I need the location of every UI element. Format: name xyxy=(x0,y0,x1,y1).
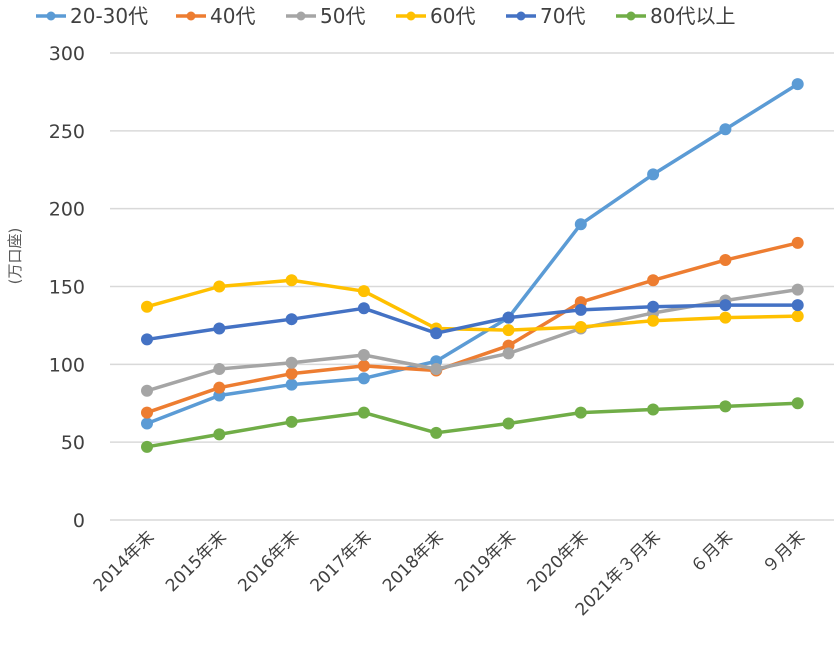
data-point xyxy=(502,324,515,337)
data-point xyxy=(791,283,804,296)
legend-label: 60代 xyxy=(430,4,475,28)
legend-label: 40代 xyxy=(210,4,255,28)
y-axis-label: (万口座) xyxy=(6,228,24,285)
series-1 xyxy=(141,236,804,419)
data-point xyxy=(574,303,587,316)
data-point xyxy=(502,417,515,430)
data-point xyxy=(647,300,660,313)
data-point xyxy=(213,280,226,293)
data-point xyxy=(357,359,370,372)
data-point xyxy=(647,403,660,416)
x-tick-label: 2020年末 xyxy=(524,527,593,596)
x-axis-ticks: 2014年末 2015年末 2016年末 2017年末 2018年末 2019年末 2020… xyxy=(90,527,809,620)
data-point xyxy=(213,381,226,394)
legend-item: 60代 xyxy=(396,4,475,28)
data-point xyxy=(574,218,587,231)
data-point xyxy=(719,254,732,267)
legend-label: 80代以上 xyxy=(650,4,735,28)
data-point xyxy=(502,311,515,324)
x-tick-label: ６月末 xyxy=(687,527,737,577)
x-tick-label: 2019年末 xyxy=(451,527,520,596)
data-point xyxy=(141,300,153,313)
series-3 xyxy=(141,274,804,337)
x-tick-label: ９月末 xyxy=(759,527,809,577)
y-tick-label: 200 xyxy=(49,199,85,221)
series-4 xyxy=(141,299,804,346)
data-point xyxy=(141,333,153,346)
data-point xyxy=(285,415,298,428)
data-point xyxy=(719,123,732,136)
data-point xyxy=(430,327,443,340)
data-point xyxy=(574,406,587,419)
x-tick-label: 2014年末 xyxy=(90,527,159,596)
legend-label: 70代 xyxy=(540,4,585,28)
data-point xyxy=(357,372,370,385)
data-point xyxy=(141,440,153,453)
data-point xyxy=(141,384,153,397)
data-point xyxy=(141,406,153,419)
data-point xyxy=(430,363,443,376)
data-point xyxy=(213,363,226,376)
data-point xyxy=(357,348,370,361)
legend-item: 70代 xyxy=(506,4,585,28)
data-point xyxy=(791,78,804,91)
data-point xyxy=(719,311,732,324)
legend-marker xyxy=(406,11,416,21)
data-point xyxy=(719,400,732,413)
legend-label: 20-30代 xyxy=(70,4,148,28)
series-5 xyxy=(141,397,804,453)
data-point xyxy=(791,236,804,249)
data-point xyxy=(357,406,370,419)
x-tick-label: 2018年末 xyxy=(379,527,448,596)
data-point xyxy=(502,347,515,360)
x-tick-label: 2015年末 xyxy=(162,527,231,596)
series-line xyxy=(146,82,799,426)
data-point xyxy=(791,310,804,323)
data-point xyxy=(213,428,226,441)
legend-marker xyxy=(516,11,526,21)
legend-marker xyxy=(46,11,56,21)
series-line xyxy=(146,303,798,342)
data-point xyxy=(574,320,587,333)
series-line xyxy=(146,278,798,332)
y-tick-label: 150 xyxy=(49,277,85,299)
legend-label: 50代 xyxy=(320,4,365,28)
legend-marker xyxy=(296,11,306,21)
y-tick-label: 100 xyxy=(49,354,85,376)
y-tick-label: 300 xyxy=(49,43,85,65)
x-tick-label: 2017年末 xyxy=(307,527,376,596)
data-point xyxy=(719,299,732,312)
legend-marker xyxy=(186,11,196,21)
legend-item: 20-30代 xyxy=(36,4,148,28)
data-point xyxy=(285,274,298,287)
y-tick-label: 0 xyxy=(73,510,85,532)
y-tick-label: 50 xyxy=(61,432,85,454)
data-point xyxy=(285,367,298,380)
data-point xyxy=(285,313,298,326)
data-point xyxy=(791,397,804,410)
series-line xyxy=(146,401,798,449)
data-point xyxy=(357,302,370,315)
series-lines xyxy=(141,78,804,453)
y-tick-label: 250 xyxy=(49,121,85,143)
data-point xyxy=(430,426,443,439)
legend-item: 50代 xyxy=(286,4,365,28)
data-point xyxy=(647,314,660,327)
data-point xyxy=(285,378,298,391)
data-point xyxy=(647,274,660,287)
legend-item: 80代以上 xyxy=(616,4,735,28)
legend: 20-30代 40代 50代 60代 70代 80代以上 xyxy=(36,4,735,28)
data-point xyxy=(285,356,298,369)
x-tick-label: 2016年末 xyxy=(234,527,303,596)
series-line xyxy=(146,241,799,415)
data-point xyxy=(357,285,370,298)
y-axis-ticks: 0 50 100 150 200 250 300 xyxy=(49,43,85,532)
data-point xyxy=(141,417,153,430)
data-point xyxy=(213,322,226,335)
data-point xyxy=(791,299,804,312)
data-point xyxy=(647,168,660,181)
legend-item: 40代 xyxy=(176,4,255,28)
legend-marker xyxy=(626,11,636,21)
